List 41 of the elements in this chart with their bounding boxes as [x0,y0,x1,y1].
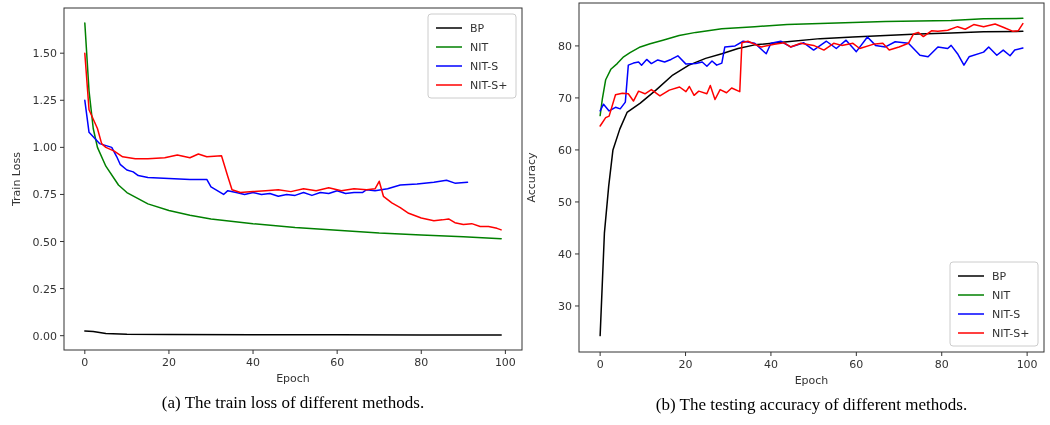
x-tick-label: 20 [161,356,176,369]
legend-label: NIT-S+ [470,79,508,92]
text: (a) The train loss of different methods. [161,393,425,412]
x-tick-label: 40 [246,356,261,369]
legend-label: BP [470,22,485,35]
x-tick-label: 80 [414,356,429,369]
y-axis-title: Accuracy [525,151,538,203]
y-tick-label: 70 [558,91,572,105]
x-tick-label: 80 [934,358,949,371]
text: (b) The testing accuracy of different methods. [655,395,968,414]
line-series [84,99,469,198]
x-tick-label: 0 [81,356,89,369]
y-tick-label: 1.50 [32,47,57,61]
y-tick-label: 0.00 [32,329,57,343]
y-tick-label: 30 [558,299,572,313]
y-tick-label: 80 [558,39,572,53]
legend-label: NIT [992,289,1011,302]
legend-label: NIT-S+ [992,327,1030,340]
x-axis-title: Epoch [794,374,829,387]
y-tick-label: 50 [558,195,572,209]
x-tick-label: 20 [678,358,693,371]
x-tick-label: 100 [494,356,516,369]
legend-label: NIT-S [470,60,499,73]
y-axis-title: Train Loss [10,151,23,208]
y-tick-label: 0.50 [32,235,57,249]
legend-label: NIT [470,41,489,54]
x-tick-label: 60 [849,358,864,371]
x-tick-label: 0 [596,358,604,371]
legend-label: BP [992,270,1007,283]
legend-label: NIT-S [992,308,1021,321]
y-tick-label: 0.75 [32,188,57,202]
y-tick-label: 1.25 [32,94,57,108]
y-tick-label: 0.25 [32,282,57,296]
x-tick-label: 100 [1016,358,1038,371]
y-tick-label: 1.00 [32,141,57,155]
y-tick-label: 60 [558,143,572,157]
line-series [599,36,1024,112]
x-tick-label: 40 [763,358,778,371]
x-axis-title: Epoch [276,372,310,385]
y-tick-label: 40 [558,247,572,261]
x-tick-label: 60 [330,356,345,369]
